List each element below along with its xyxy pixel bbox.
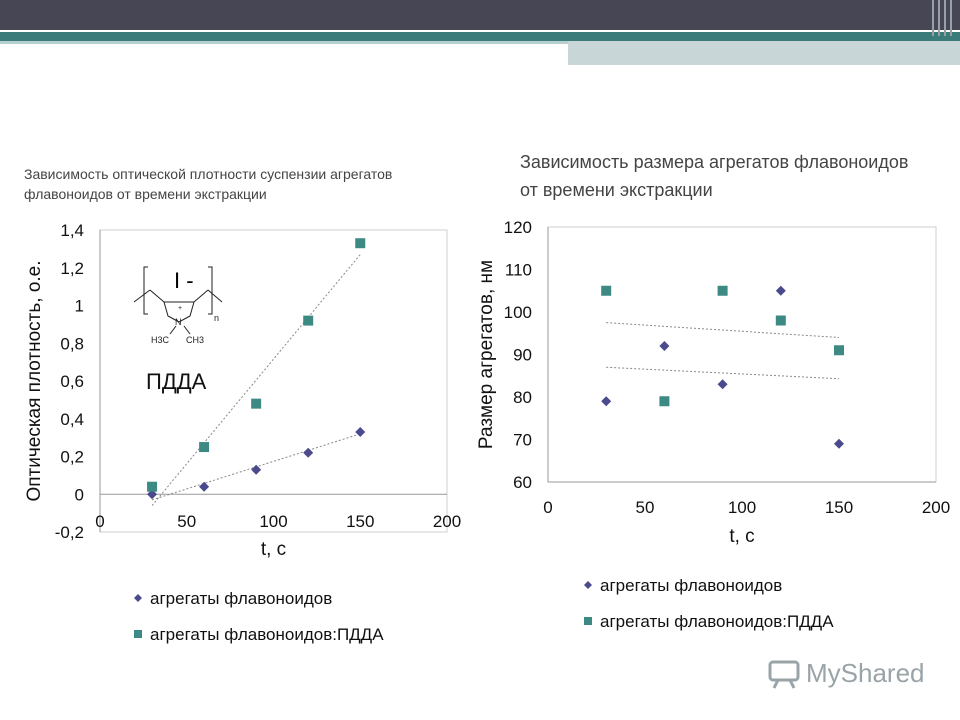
y-tick-label: 60 xyxy=(513,473,532,492)
y-tick-label: 80 xyxy=(513,388,532,407)
y-tick-label: 0,8 xyxy=(60,334,84,353)
y-tick-label: 70 xyxy=(513,431,532,450)
data-point-diamond xyxy=(775,285,786,296)
y-tick-label: 1,2 xyxy=(60,259,84,278)
data-point-diamond xyxy=(199,481,210,492)
x-tick-label: 200 xyxy=(922,498,950,517)
caption-right: Зависимость размера агрегатов флавоноидо… xyxy=(520,152,909,200)
data-point-square xyxy=(717,285,728,296)
svg-text:n: n xyxy=(214,313,219,323)
legend-marker-diamond xyxy=(134,594,142,602)
x-tick-label: 100 xyxy=(259,512,287,531)
y-tick-label: 90 xyxy=(513,346,532,365)
corner-decoration xyxy=(926,0,960,36)
trendline-diamond xyxy=(606,366,840,380)
x-tick-label: 50 xyxy=(177,512,196,531)
projector-icon xyxy=(768,660,800,689)
pdda-structure: I - N + H3C CH3 n ПДДА xyxy=(133,266,223,394)
chart-aggregate-size: 60 70 80 90 100 110 120 0 50 100 150 200 t, c Размер … xyxy=(476,218,950,631)
data-point-square xyxy=(775,315,786,326)
legend-label: агрегаты флавоноидов xyxy=(600,576,782,595)
data-point-diamond xyxy=(355,426,366,437)
y-tick-label: 100 xyxy=(504,303,532,322)
data-point-square xyxy=(199,442,210,453)
header-light-band xyxy=(568,41,960,65)
y-tick-label: 120 xyxy=(504,218,532,237)
data-point-square xyxy=(147,481,158,492)
y-tick-label: 1,4 xyxy=(60,221,84,240)
data-point-diamond xyxy=(601,396,612,407)
caption-left: Зависимость оптической плотности суспенз… xyxy=(24,166,393,202)
legend-marker-square xyxy=(584,617,592,625)
watermark: MyShared xyxy=(768,656,938,692)
y-tick-label: 0,4 xyxy=(60,410,84,429)
y-tick-label: 110 xyxy=(505,261,532,280)
data-point-diamond xyxy=(834,438,844,449)
y-tick-label: -0,2 xyxy=(55,523,84,542)
x-tick-label: 0 xyxy=(543,498,552,517)
data-point-square xyxy=(659,396,670,407)
data-point-diamond xyxy=(659,341,670,351)
header-thin-band xyxy=(0,41,568,44)
x-axis-label: t, c xyxy=(261,539,286,560)
x-tick-label: 150 xyxy=(825,498,853,517)
svg-text:CH3: CH3 xyxy=(186,335,204,345)
legend-label: агрегаты флавоноидов xyxy=(150,589,332,608)
data-point-square xyxy=(355,238,366,249)
data-point-square xyxy=(834,345,844,356)
y-tick-label: 0,6 xyxy=(60,372,84,391)
data-point-square xyxy=(303,315,314,326)
structure-name-label: ПДДА xyxy=(146,369,207,394)
y-axis-label: Размер агрегатов, нм xyxy=(476,260,497,449)
x-tick-label: 200 xyxy=(433,512,461,531)
data-point-diamond xyxy=(147,489,158,500)
x-tick-label: 100 xyxy=(728,498,756,517)
plot-frame xyxy=(547,226,937,483)
header-accent-band xyxy=(0,32,960,41)
watermark-text: MyShared xyxy=(806,658,925,688)
x-tick-label: 50 xyxy=(636,498,655,517)
svg-text:+: + xyxy=(178,305,182,312)
y-axis-label: Оптическая плотность, о.е. xyxy=(24,260,45,501)
legend-label: агрегаты флавоноидов:ПДДА xyxy=(150,625,384,644)
x-tick-label: 150 xyxy=(346,512,374,531)
data-point-diamond xyxy=(251,464,262,475)
data-point-diamond xyxy=(717,379,728,390)
data-point-diamond xyxy=(303,447,314,458)
svg-text:N: N xyxy=(175,317,182,327)
trendline-square xyxy=(606,322,840,338)
x-tick-label: 0 xyxy=(95,512,104,531)
y-tick-label: 1 xyxy=(75,297,84,316)
data-point-square xyxy=(601,285,612,296)
chart-optical-density: I - N + H3C CH3 n ПДДА -0,2 0 0,2 0,4 0,6 0,8… xyxy=(24,221,461,644)
legend-marker-diamond xyxy=(584,581,592,589)
x-axis-label: t, c xyxy=(729,526,754,547)
legend-marker-square xyxy=(134,630,142,638)
data-point-square xyxy=(251,398,262,409)
y-tick-label: 0,2 xyxy=(60,448,84,467)
svg-text:H3C: H3C xyxy=(151,335,170,345)
y-tick-label: 0 xyxy=(75,485,84,504)
header-band xyxy=(0,0,960,30)
structure-ion-label: I - xyxy=(174,268,194,293)
legend-label: агрегаты флавоноидов:ПДДА xyxy=(600,612,834,631)
